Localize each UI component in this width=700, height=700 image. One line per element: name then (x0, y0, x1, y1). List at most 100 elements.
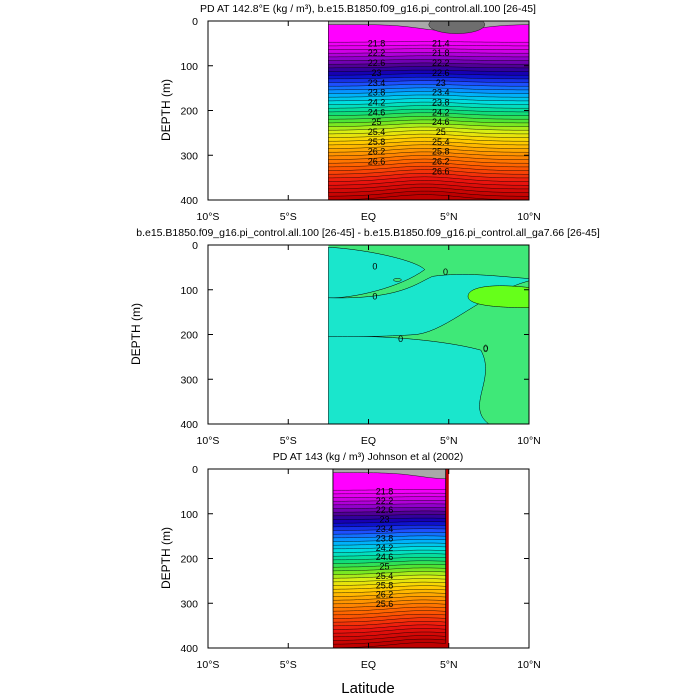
panel-1: PD AT 142.8°E (kg / m³), b.e15.B1850.f09… (159, 3, 541, 223)
contour-label: 25.8 (432, 147, 450, 157)
panel-1-x-ticks: 10°S 5°S EQ 5°N 10°N (197, 21, 541, 223)
x-tick-label: 10°N (517, 435, 540, 447)
contour-label: 26.2 (432, 157, 450, 167)
contour-label: 22.2 (376, 496, 394, 506)
contour-label: 23.4 (376, 524, 394, 534)
contour-label: 21.4 (432, 38, 450, 48)
contour-label: 21.8 (368, 38, 386, 48)
x-tick-label: 10°S (197, 659, 220, 671)
contour-label: 25.4 (376, 571, 394, 581)
surface-cap (332, 469, 446, 480)
contour-label: 0 (372, 291, 377, 301)
diff-region (328, 336, 490, 424)
y-tick-label: 400 (180, 419, 198, 431)
contour-label: 26.2 (368, 147, 386, 157)
y-tick-label: 0 (192, 464, 198, 476)
panel-3: PD AT 143 (kg / m³) Johnson et al (2002)… (159, 451, 541, 671)
diff-region (483, 344, 488, 352)
contour-label: 25.6 (376, 599, 394, 609)
contour-label: 25.4 (368, 127, 386, 137)
contour-label: 25.4 (432, 137, 450, 147)
x-tick-label: 5°S (280, 435, 297, 447)
contour-label: 23 (436, 78, 446, 88)
contour-label: 25 (436, 127, 446, 137)
y-tick-label: 400 (180, 643, 198, 655)
contour-label: 26.6 (432, 166, 450, 176)
panel-1-y-ticks: 0 100 200 300 400 (180, 16, 529, 207)
panel-2-contour-labels: 0 0 0 0 0 (372, 261, 488, 353)
panel-2-title: b.e15.B1850.f09_g16.pi_control.all.100 [… (136, 227, 600, 239)
y-tick-label: 200 (180, 330, 198, 342)
y-tick-label: 300 (180, 598, 198, 610)
contour-label: 0 (372, 261, 377, 271)
x-tick-label: 5°N (440, 435, 458, 447)
contour-label: 26.2 (376, 590, 394, 600)
x-axis-label: Latitude (341, 680, 394, 697)
contour-label: 25.8 (368, 137, 386, 147)
panel-1-y-axis-label: DEPTH (m) (159, 79, 173, 141)
contour-label: 24.2 (376, 543, 394, 553)
panel-3-y-axis-label: DEPTH (m) (159, 527, 173, 589)
panel-2-y-axis-label: DEPTH (m) (129, 303, 143, 365)
contour-label: 24.6 (432, 117, 450, 127)
diff-region (467, 285, 529, 308)
contour-label: 22.6 (376, 505, 394, 515)
x-tick-label: 10°N (517, 659, 540, 671)
contour-label: 23.4 (368, 78, 386, 88)
contour-label: 21.8 (432, 48, 450, 58)
x-tick-label: 10°S (197, 211, 220, 223)
y-tick-label: 300 (180, 374, 198, 386)
x-tick-label: EQ (361, 211, 376, 223)
contour-label: 26.6 (368, 157, 386, 167)
contour-label: 24.2 (432, 107, 450, 117)
contour-label: 0 (398, 334, 403, 344)
panel-3-x-ticks: 10°S 5°S EQ 5°N 10°N (197, 469, 541, 671)
contour-label: 25 (380, 562, 390, 572)
y-tick-label: 100 (180, 509, 198, 521)
contour-label: 23.4 (432, 88, 450, 98)
y-tick-label: 100 (180, 285, 198, 297)
contour-label: 23.8 (376, 533, 394, 543)
panel-3-y-ticks: 0 100 200 300 400 (180, 464, 529, 655)
x-tick-label: 5°N (440, 211, 458, 223)
x-tick-label: 5°N (440, 659, 458, 671)
panel-3-title: PD AT 143 (kg / m³) Johnson et al (2002) (273, 451, 463, 463)
panel-2-x-ticks: 10°S 5°S EQ 5°N 10°N (197, 245, 541, 447)
y-tick-label: 0 (192, 240, 198, 252)
x-tick-label: 5°S (280, 659, 297, 671)
y-tick-label: 100 (180, 61, 198, 73)
y-tick-label: 300 (180, 150, 198, 162)
panel-2-field (328, 245, 529, 424)
x-tick-label: EQ (361, 659, 376, 671)
y-tick-label: 200 (180, 554, 198, 566)
x-tick-label: 10°S (197, 435, 220, 447)
panel-3-field (332, 469, 449, 648)
contour-label: 24.6 (376, 552, 394, 562)
panel-1-field (328, 21, 529, 200)
panel-1-title: PD AT 142.8°E (kg / m³), b.e15.B1850.f09… (200, 3, 536, 15)
contour-label: 22.6 (432, 68, 450, 78)
contour-label: 23 (380, 515, 390, 525)
panel-2: b.e15.B1850.f09_g16.pi_control.all.100 [… (129, 227, 600, 447)
contour-label: 23 (372, 68, 382, 78)
x-tick-label: 5°S (280, 211, 297, 223)
contour-label: 0 (483, 344, 488, 354)
contour-label: 25 (372, 117, 382, 127)
contour-label: 0 (443, 267, 448, 277)
contour-label: 22.2 (368, 48, 386, 58)
contour-label: 25.8 (376, 580, 394, 590)
y-tick-label: 0 (192, 16, 198, 28)
diff-region (393, 278, 402, 282)
contour-label: 22.6 (368, 58, 386, 68)
contour-label: 23.8 (432, 97, 450, 107)
y-tick-label: 200 (180, 106, 198, 118)
x-tick-label: EQ (361, 435, 376, 447)
contour-label: 22.2 (432, 58, 450, 68)
panel-3-contour-labels: 21.822.222.62323.423.824.224.62525.425.8… (376, 486, 394, 609)
contour-label: 24.6 (368, 107, 386, 117)
panel-1-contour-labels: 21.822.222.62323.423.824.224.62525.425.8… (368, 38, 450, 176)
x-tick-label: 10°N (517, 211, 540, 223)
diff-region (328, 246, 426, 299)
contour-label: 23.8 (368, 88, 386, 98)
